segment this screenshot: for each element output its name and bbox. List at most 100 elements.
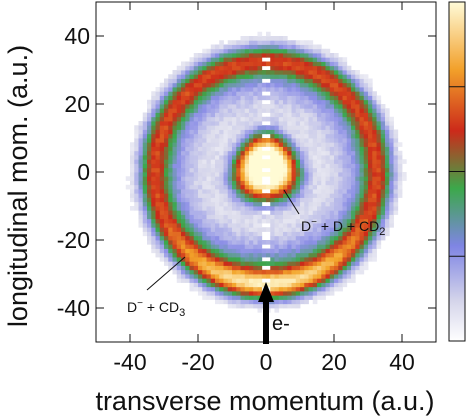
heatmap-cell: [355, 133, 360, 139]
heatmap-cell: [168, 78, 173, 84]
heatmap-cell: [346, 265, 352, 271]
heatmap-cell: [283, 155, 288, 160]
heatmap-cell: [321, 99, 326, 105]
heatmap-cell: [317, 201, 322, 207]
heatmap-cell: [257, 235, 263, 241]
heatmap-cell: [240, 295, 246, 300]
heatmap-cell: [270, 214, 275, 220]
heatmap-cell: [287, 70, 292, 75]
heatmap-cell: [134, 189, 139, 194]
heatmap-cell: [232, 95, 237, 101]
heatmap-cell: [257, 104, 263, 109]
heatmap-cell: [142, 206, 148, 211]
heatmap-cell: [198, 184, 203, 190]
heatmap-cell: [283, 286, 288, 292]
heatmap-cell: [202, 155, 207, 160]
heatmap-cell: [321, 286, 326, 292]
heatmap-cell: [278, 125, 284, 130]
heatmap-cell: [202, 223, 207, 228]
heatmap-cell: [185, 146, 190, 152]
heatmap-cell: [287, 138, 292, 143]
heatmap-cell: [219, 112, 224, 118]
heatmap-cell: [232, 48, 237, 54]
heatmap-cell: [168, 87, 173, 92]
heatmap-cell: [274, 108, 280, 113]
heatmap-cell: [142, 223, 148, 228]
heatmap-cell: [291, 159, 297, 164]
heatmap-cell: [176, 138, 182, 143]
heatmap-cell: [338, 95, 343, 101]
heatmap-cell: [287, 78, 292, 84]
heatmap-cell: [283, 184, 288, 190]
heatmap-cell: [215, 57, 220, 62]
heatmap-cell: [304, 44, 309, 50]
heatmap-cell: [210, 48, 216, 54]
heatmap-cell: [287, 210, 292, 215]
heatmap-cell: [202, 257, 207, 262]
heatmap-cell: [198, 172, 203, 177]
heatmap-cell: [198, 112, 203, 118]
heatmap-cell: [147, 235, 152, 241]
heatmap-cell: [219, 235, 224, 241]
heatmap-cell: [223, 82, 229, 88]
heatmap-cell: [261, 95, 267, 101]
heatmap-cell: [266, 40, 271, 45]
heatmap-cell: [210, 235, 216, 241]
heatmap-cell: [249, 82, 254, 88]
heatmap-cell: [257, 231, 263, 237]
heatmap-cell: [198, 206, 203, 211]
heatmap-cell: [376, 99, 382, 105]
heatmap-cell: [244, 65, 250, 71]
heatmap-cell: [198, 223, 203, 228]
heatmap-cell: [210, 150, 216, 156]
heatmap-cell: [351, 201, 356, 207]
heatmap-cell: [215, 189, 220, 194]
heatmap-cell: [325, 82, 331, 88]
heatmap-cell: [185, 227, 190, 232]
heatmap-cell: [244, 227, 250, 232]
heatmap-cell: [181, 65, 186, 71]
heatmap-cell: [189, 206, 195, 211]
heatmap-cell: [380, 214, 386, 220]
heatmap-cell: [312, 218, 318, 224]
heatmap-cell: [185, 163, 190, 169]
heatmap-cell: [151, 227, 156, 232]
heatmap-cell: [355, 235, 360, 241]
heatmap-cell: [291, 295, 297, 300]
heatmap-cell: [168, 172, 173, 177]
heatmap-cell: [206, 138, 212, 143]
heatmap-cell: [325, 265, 331, 271]
y-tick-label: 20: [64, 91, 90, 117]
heatmap-cell: [215, 274, 220, 279]
heatmap-cell: [334, 95, 339, 101]
heatmap-cell: [372, 91, 377, 96]
heatmap-cell: [261, 53, 267, 58]
heatmap-cell: [215, 299, 220, 305]
heatmap-cell: [215, 53, 220, 58]
heatmap-cell: [202, 231, 207, 237]
heatmap-cell: [159, 214, 165, 220]
heatmap-cell: [176, 201, 182, 207]
heatmap-cell: [393, 193, 399, 198]
heatmap-cell: [342, 125, 348, 130]
heatmap-cell: [291, 206, 297, 211]
heatmap-cell: [223, 278, 229, 283]
heatmap-cell: [236, 155, 241, 160]
heatmap-cell: [172, 74, 178, 79]
heatmap-cell: [312, 163, 318, 169]
heatmap-cell: [206, 146, 212, 152]
heatmap-cell: [351, 214, 356, 220]
heatmap-cell: [266, 108, 271, 113]
heatmap-cell: [295, 299, 301, 305]
heatmap-cell: [176, 129, 182, 135]
heatmap-cell: [312, 189, 318, 194]
heatmap-cell: [227, 218, 233, 224]
heatmap-cell: [270, 218, 275, 224]
heatmap-cell: [253, 150, 258, 156]
heatmap-cell: [287, 150, 292, 156]
heatmap-cell: [210, 116, 216, 122]
heatmap-cell: [376, 129, 382, 135]
heatmap-cell: [236, 265, 241, 271]
heatmap-cell: [283, 274, 288, 279]
heatmap-cell: [164, 235, 169, 241]
